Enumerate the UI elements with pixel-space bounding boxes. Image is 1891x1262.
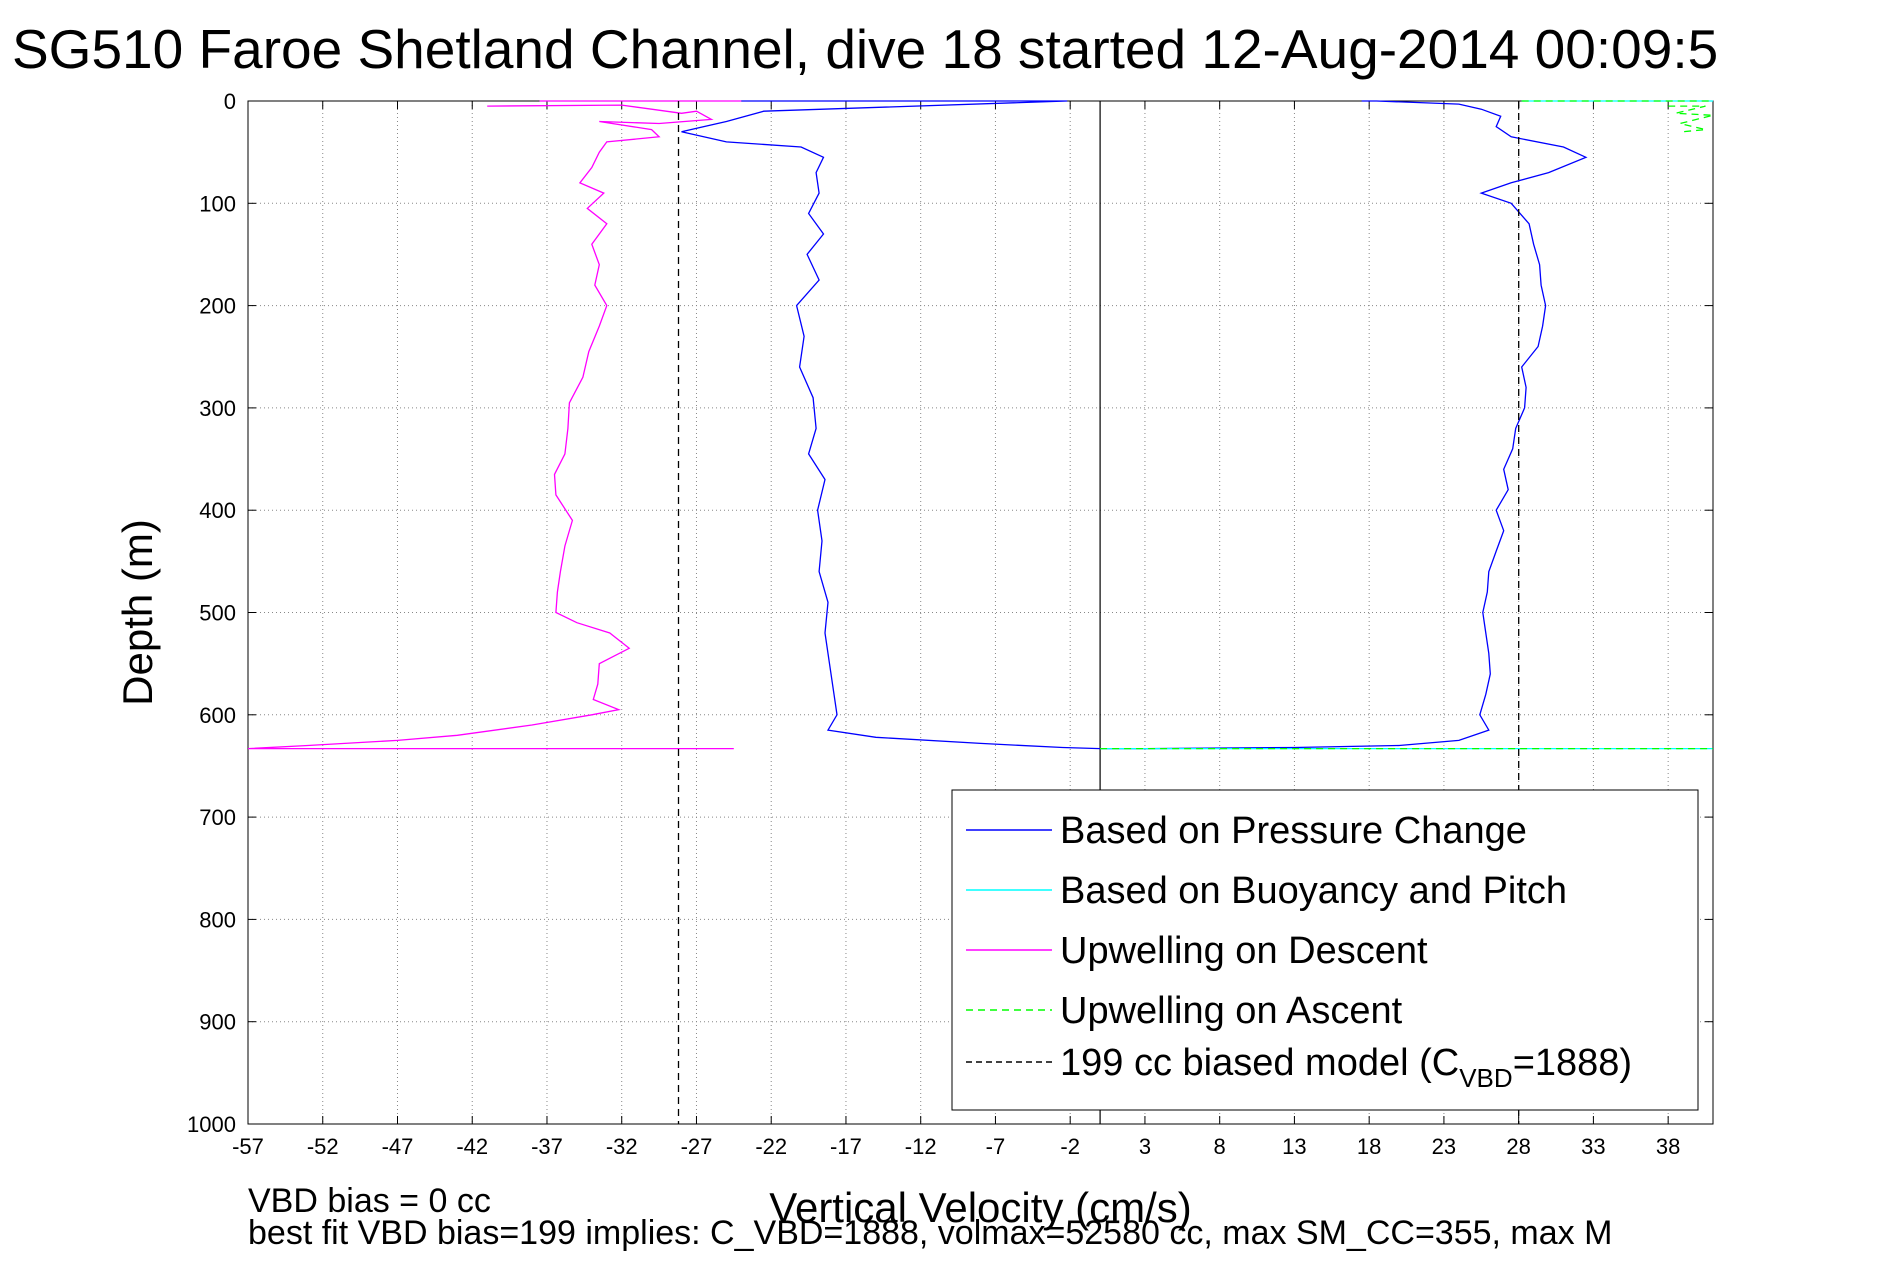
y-tick-label: 700 [199, 805, 236, 830]
legend-label-4: Upwelling on Ascent [1060, 990, 1403, 1032]
legend-model-sub: VBD [1459, 1063, 1512, 1093]
x-tick-label: -57 [232, 1134, 264, 1159]
series-line-4 [1668, 105, 1714, 133]
x-tick-label: -27 [681, 1134, 713, 1159]
x-tick-label: 8 [1214, 1134, 1226, 1159]
x-axis-label: Vertical Velocity (cm/s) [769, 1184, 1191, 1231]
x-tick-label: -37 [531, 1134, 563, 1159]
y-tick-label: 400 [199, 498, 236, 523]
legend-items: Based on Pressure Change Based on Buoyanc… [966, 810, 1567, 1032]
x-tick-label: -17 [830, 1134, 862, 1159]
y-tick-label: 600 [199, 703, 236, 728]
x-tick-label: 13 [1282, 1134, 1306, 1159]
y-tick-label: 800 [199, 907, 236, 932]
series-line-1 [681, 100, 1588, 750]
legend-box [951, 789, 1699, 1111]
footer-line-2: best fit VBD bias=199 implies: C_VBD=188… [248, 1214, 1612, 1252]
x-tick-label: -47 [382, 1134, 414, 1159]
x-tick-label: -22 [755, 1134, 787, 1159]
x-tick-label: -52 [307, 1134, 339, 1159]
y-tick-label: 300 [199, 396, 236, 421]
legend-label-3: Upwelling on Descent [1060, 930, 1428, 972]
legend: Based on Pressure Change Based on Buoyanc… [951, 789, 1699, 1111]
y-tick-label: 100 [199, 191, 236, 216]
y-tick-label: 500 [199, 601, 236, 626]
y-tick-label: 1000 [187, 1112, 236, 1137]
legend-label-model: 199 cc biased model (CVBD=1888) [1060, 1042, 1632, 1093]
legend-label-2: Based on Buoyancy and Pitch [1060, 870, 1567, 912]
legend-label-1: Based on Pressure Change [1060, 810, 1527, 852]
y-tick-labels: 0 100 200 300 400 500 600 700 800 900 1000 [187, 89, 236, 1137]
y-tick-label: 200 [199, 294, 236, 319]
x-tick-label: 23 [1432, 1134, 1456, 1159]
y-axis-label: Depth (m) [114, 519, 161, 706]
x-tick-label: 18 [1357, 1134, 1381, 1159]
x-tick-label: -7 [986, 1134, 1006, 1159]
x-tick-labels: -57 -52 -47 -42 -37 -32 -27 -22 -17 -12 -7 -2 3 8 13 18… [232, 1134, 1680, 1159]
x-tick-label: 38 [1656, 1134, 1680, 1159]
legend-model-tail: =1888) [1513, 1042, 1632, 1084]
legend-model-main: 199 cc biased model (C [1060, 1042, 1459, 1084]
x-tick-label: 3 [1139, 1134, 1151, 1159]
x-tick-label: -32 [606, 1134, 638, 1159]
y-tick-label: 0 [224, 89, 236, 114]
x-tick-label: 28 [1506, 1134, 1530, 1159]
x-tick-label: -12 [905, 1134, 937, 1159]
footer-line-1: VBD bias = 0 cc [248, 1182, 491, 1220]
x-tick-label: 33 [1581, 1134, 1605, 1159]
y-tick-label: 900 [199, 1010, 236, 1035]
x-tick-label: -42 [456, 1134, 488, 1159]
x-tick-label: -2 [1060, 1134, 1080, 1159]
chart-title: SG510 Faroe Shetland Channel, dive 18 st… [12, 18, 1718, 80]
series-line-3 [247, 104, 734, 750]
